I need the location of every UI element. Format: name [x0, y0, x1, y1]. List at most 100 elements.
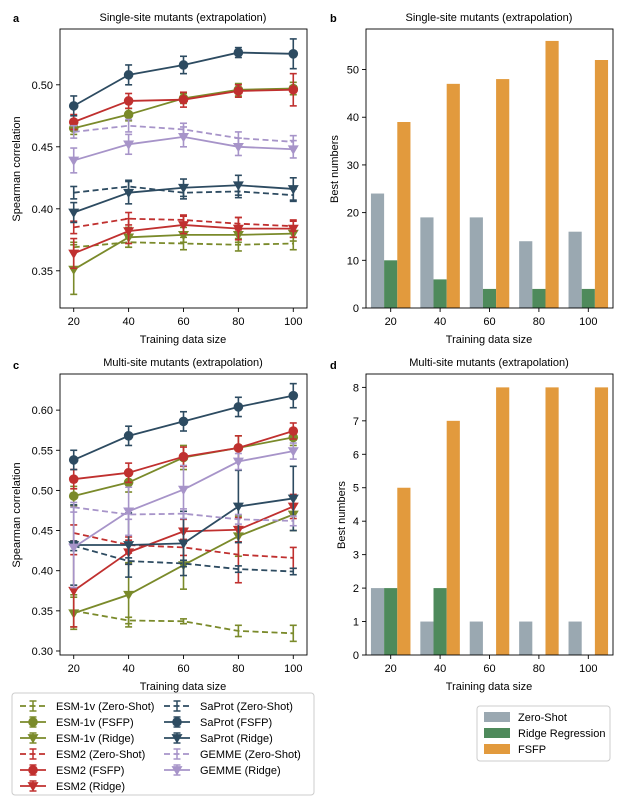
data-point [68, 586, 80, 597]
legend-label: Ridge Regression [518, 728, 605, 740]
x-tick-label: 80 [533, 663, 545, 675]
panel-label-d: d [330, 360, 337, 372]
legend-entry: ESM-1v (FSFP) [20, 716, 134, 729]
bar-ridge [482, 288, 497, 308]
bar-zero_shot [420, 621, 434, 655]
panel-a-xlabel: Training data size [140, 334, 226, 346]
data-point [178, 451, 189, 462]
legend-label: SaProt (Zero-Shot) [200, 701, 293, 713]
panel-b-marks [370, 40, 609, 309]
panel-d-marks [370, 387, 609, 655]
series-esm2-fsfp [68, 422, 299, 490]
bar-zero_shot [469, 217, 483, 308]
data-point [233, 443, 244, 453]
data-point [232, 181, 244, 191]
bar-ridge [384, 588, 398, 655]
data-point [123, 109, 134, 120]
line-legend-box [11, 692, 315, 796]
data-point [68, 101, 79, 111]
y-tick-label: 0.40 [32, 566, 53, 578]
legend-entry: SaProt (Ridge) [164, 732, 273, 745]
panel-c-ticks: 0.30 0.35 0.40 0.45 0.50 0.55 0.60 20 40 60 80 100 [32, 405, 303, 675]
data-point [123, 70, 134, 80]
x-tick-label: 100 [284, 663, 302, 675]
bar-zero_shot [370, 588, 385, 655]
data-point [68, 156, 80, 166]
data-point [123, 96, 134, 106]
series-line [73, 609, 294, 635]
x-tick-label: 60 [177, 663, 189, 675]
y-tick-label: 0.30 [32, 646, 53, 658]
data-point [123, 507, 135, 517]
data-point [178, 221, 189, 231]
bar-fsfp [545, 40, 559, 309]
x-tick-label: 80 [232, 663, 244, 675]
y-tick-label: 0.45 [32, 526, 53, 538]
panel-d-ticks: 0 1 2 3 4 5 6 7 8 20 40 60 80 100 [353, 382, 598, 675]
data-point [178, 133, 189, 143]
bar-zero_shot [568, 231, 582, 308]
bar-fsfp [496, 387, 510, 655]
x-tick-label: 40 [122, 663, 134, 675]
data-point [123, 590, 135, 601]
legend-entry: SaProt (FSFP) [164, 716, 272, 729]
series-esm2-fsfp [68, 72, 299, 131]
x-tick-label: 100 [579, 316, 597, 328]
data-point [178, 416, 189, 427]
y-tick-label: 2 [353, 583, 359, 595]
bar-fsfp [594, 387, 609, 655]
y-tick-label: 0 [353, 303, 359, 315]
bar-zero_shot [370, 193, 385, 308]
panel-d-frame [365, 373, 614, 656]
data-point [178, 183, 189, 194]
bar-ridge [532, 288, 546, 308]
data-point [232, 142, 244, 153]
data-point [68, 491, 79, 501]
data-point [233, 86, 244, 96]
x-tick-label: 20 [385, 316, 397, 328]
panel-c-title: Multi-site mutants (extrapolation) [103, 357, 263, 369]
data-point [68, 455, 79, 465]
y-tick-label: 0.50 [32, 485, 53, 497]
series-gemme-ridge [68, 442, 299, 589]
y-tick-label: 20 [347, 208, 359, 220]
data-point [287, 224, 299, 235]
y-tick-label: 1 [353, 617, 359, 629]
bar-fsfp [446, 420, 460, 655]
x-tick-label: 80 [533, 316, 545, 328]
legend-marker [28, 765, 38, 775]
data-point [178, 539, 189, 549]
panel-a-title: Single-site mutants (extrapolation) [100, 12, 267, 24]
legend-label: ESM-1v (Ridge) [56, 733, 134, 745]
legend-marker [27, 734, 39, 744]
panel-b: b Single-site mutants (extrapolation) Tr… [329, 12, 614, 346]
panel-d-xlabel: Training data size [446, 681, 532, 693]
panel-c-xlabel: Training data size [140, 681, 226, 693]
legend-entry: ESM-1v (Zero-Shot) [20, 700, 154, 713]
bar-fsfp [545, 387, 559, 655]
data-point [123, 431, 134, 441]
y-tick-label: 0.40 [32, 204, 53, 216]
panel-d-title: Multi-site mutants (extrapolation) [409, 357, 569, 369]
y-tick-label: 0.60 [32, 405, 53, 417]
series-esm-1v-ridge [68, 225, 299, 296]
bar-legend: Zero-Shot Ridge Regression FSFP [476, 705, 611, 762]
data-point [123, 541, 135, 551]
bar-legend-entries: Zero-Shot Ridge Regression FSFP [484, 712, 605, 756]
x-tick-label: 60 [483, 663, 495, 675]
data-point [288, 390, 299, 401]
y-tick-label: 0.45 [32, 142, 53, 154]
legend-entry: GEMME (Zero-Shot) [164, 748, 301, 761]
legend-entry: ESM2 (Ridge) [20, 780, 125, 793]
x-tick-label: 40 [434, 663, 446, 675]
data-point [287, 145, 299, 155]
x-tick-label: 40 [122, 316, 134, 328]
x-tick-label: 20 [68, 316, 80, 328]
y-tick-label: 40 [347, 112, 359, 124]
y-tick-label: 5 [353, 483, 359, 495]
y-tick-label: 10 [347, 255, 359, 267]
panel-a-frame [59, 28, 308, 309]
bar-ridge [433, 588, 447, 655]
x-tick-label: 40 [434, 316, 446, 328]
